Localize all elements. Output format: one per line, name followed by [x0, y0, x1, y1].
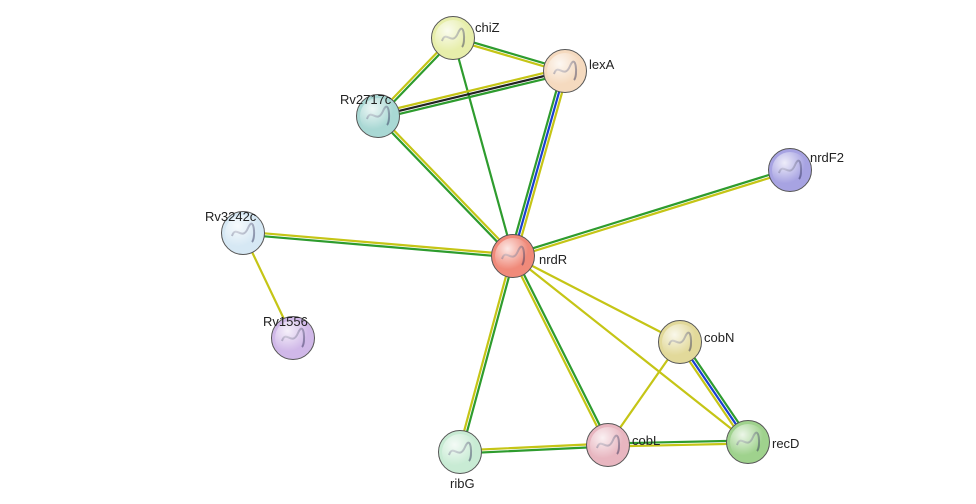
node-label-chiZ: chiZ [475, 20, 500, 35]
edge-nrdR-nrdF2-green [513, 169, 790, 255]
edge-nrdR-ribG-yellow [459, 256, 512, 452]
protein-icon [733, 427, 763, 457]
edge-nrdR-Rv3242c-green [243, 234, 513, 257]
protein-icon [593, 430, 623, 460]
protein-icon [550, 56, 580, 86]
edge-nrdR-chiZ-green [453, 38, 513, 256]
node-label-recD: recD [772, 436, 799, 451]
node-label-ribG: ribG [450, 476, 475, 491]
node-cobN[interactable] [658, 320, 702, 364]
node-nrdR[interactable] [491, 234, 535, 278]
network-canvas: nrdRchiZlexARv2717cnrdF2Rv3242cRv1556cob… [0, 0, 976, 504]
node-cobL[interactable] [586, 423, 630, 467]
node-label-nrdR: nrdR [539, 252, 567, 267]
node-nrdF2[interactable] [768, 148, 812, 192]
edge-nrdR-cobL-yellow [512, 257, 607, 446]
protein-icon [445, 437, 475, 467]
node-Rv1556[interactable] [271, 316, 315, 360]
protein-icon [363, 101, 393, 131]
edge-nrdR-Rv3242c-yellow [243, 232, 513, 255]
edge-lexA-Rv2717c-green [379, 74, 566, 119]
edge-nrdR-lexA-yellow [516, 72, 568, 257]
protein-icon [775, 155, 805, 185]
edge-lexA-Rv2717c-yellow [377, 68, 564, 113]
edge-nrdR-lexA-green [510, 70, 562, 255]
node-label-lexA: lexA [589, 57, 614, 72]
edge-nrdR-cobL-green [514, 255, 609, 444]
protein-icon [228, 218, 258, 248]
edge-nrdR-nrdF2-yellow [513, 171, 790, 257]
node-recD[interactable] [726, 420, 770, 464]
edge-nrdR-Rv2717c-green [377, 117, 512, 257]
edges-layer [0, 0, 976, 504]
node-Rv3242c[interactable] [221, 211, 265, 255]
node-Rv2717c[interactable] [356, 94, 400, 138]
edge-nrdR-recD-yellow [513, 256, 748, 442]
edge-nrdR-Rv2717c-yellow [379, 115, 514, 255]
node-label-cobL: cobL [632, 433, 660, 448]
node-chiZ[interactable] [431, 16, 475, 60]
protein-icon [438, 23, 468, 53]
node-label-cobN: cobN [704, 330, 734, 345]
edge-nrdR-cobN-yellow [513, 256, 680, 342]
protein-icon [498, 241, 528, 271]
node-ribG[interactable] [438, 430, 482, 474]
edge-lexA-Rv2717c-black [378, 71, 565, 116]
protein-icon [665, 327, 695, 357]
edge-nrdR-ribG-green [461, 256, 514, 452]
protein-icon [278, 323, 308, 353]
node-label-nrdF2: nrdF2 [810, 150, 844, 165]
node-lexA[interactable] [543, 49, 587, 93]
edge-nrdR-lexA-blue [513, 71, 565, 256]
